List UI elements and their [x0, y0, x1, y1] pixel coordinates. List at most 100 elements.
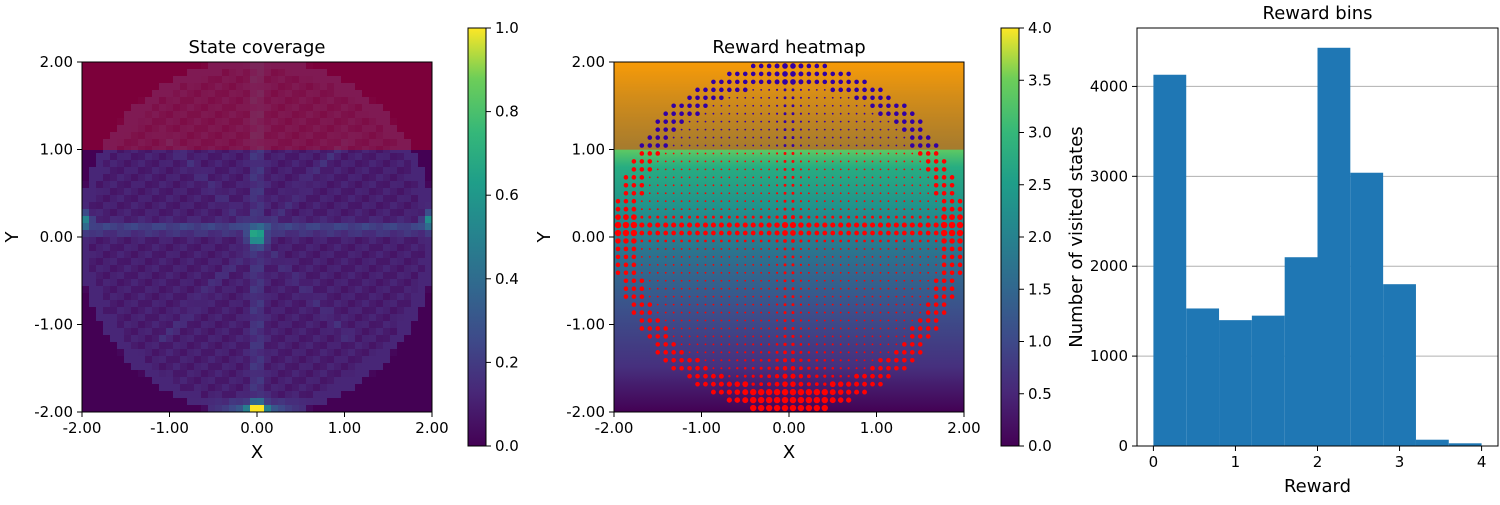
coverage-cell — [299, 230, 307, 238]
coverage-cell — [250, 363, 258, 371]
coverage-cell — [418, 209, 426, 217]
reward-point — [783, 303, 787, 307]
coverage-cell — [306, 356, 314, 364]
coverage-cell — [271, 174, 279, 182]
coverage-cell — [236, 335, 244, 343]
coverage-cell — [278, 76, 286, 84]
reward-point — [759, 366, 763, 370]
coverage-cell — [180, 356, 188, 364]
coverage-cell — [278, 377, 286, 385]
coverage-cell — [278, 146, 286, 154]
coverage-cell — [166, 307, 174, 315]
coverage-cell — [306, 76, 314, 84]
coverage-cell — [208, 223, 216, 231]
reward-point — [712, 208, 715, 211]
coverage-cell — [138, 216, 146, 224]
reward-point — [925, 334, 931, 339]
coverage-cell — [390, 160, 398, 168]
coverage-cell — [180, 167, 188, 175]
coverage-cell — [166, 349, 174, 357]
coverage-cell — [341, 356, 349, 364]
coverage-cell — [250, 377, 258, 385]
reward-point — [735, 239, 739, 243]
coverage-cell — [138, 314, 146, 322]
reward-point — [807, 263, 810, 266]
coverage-cell — [383, 69, 391, 77]
coverage-cell — [194, 237, 202, 245]
reward-point — [688, 255, 691, 258]
coverage-cell — [271, 139, 279, 147]
coverage-cell — [250, 167, 258, 175]
reward-point — [823, 136, 826, 139]
coverage-cell — [348, 139, 356, 147]
coverage-cell — [264, 272, 272, 280]
coverage-cell — [376, 307, 384, 315]
reward-point — [933, 318, 939, 323]
coverage-cell — [341, 118, 349, 126]
coverage-cell — [271, 258, 279, 266]
coverage-cell — [404, 398, 412, 406]
reward-point — [743, 374, 747, 378]
coverage-cell — [306, 251, 314, 259]
coverage-cell — [334, 62, 342, 70]
coverage-cell — [215, 300, 223, 308]
coverage-cell — [376, 237, 384, 245]
coverage-cell — [96, 223, 104, 231]
coverage-cell — [355, 69, 363, 77]
reward-point — [847, 287, 850, 290]
coverage-cell — [173, 153, 181, 161]
coverage-cell — [215, 377, 223, 385]
coverage-cell — [215, 188, 223, 196]
coverage-cell — [96, 251, 104, 259]
coverage-cell — [264, 384, 272, 392]
coverage-cell — [369, 349, 377, 357]
coverage-cell — [278, 321, 286, 329]
coverage-cell — [425, 216, 432, 224]
reward-point — [744, 359, 747, 362]
reward-point — [728, 255, 731, 258]
coverage-cell — [222, 223, 230, 231]
coverage-cell — [313, 118, 321, 126]
coverage-cell — [215, 363, 223, 371]
reward-point — [814, 230, 820, 236]
coverage-cell — [180, 279, 188, 287]
reward-point — [752, 144, 755, 147]
coverage-cell — [271, 293, 279, 301]
coverage-cell — [348, 279, 356, 287]
coverage-cell — [110, 174, 118, 182]
coverage-cell — [271, 209, 279, 217]
coverage-cell — [145, 146, 153, 154]
reward-point — [639, 278, 645, 284]
coverage-cell — [208, 153, 216, 161]
coverage-cell — [138, 398, 146, 406]
reward-point — [648, 215, 652, 219]
reward-point — [615, 206, 621, 212]
coverage-cell — [404, 279, 412, 287]
reward-point — [783, 334, 787, 338]
reward-point — [837, 397, 844, 403]
coverage-cell — [264, 181, 272, 189]
coverage-cell — [152, 237, 160, 245]
reward-point — [831, 343, 834, 346]
coverage-cell — [180, 139, 188, 147]
coverage-cell — [201, 335, 209, 343]
coverage-cell — [89, 314, 97, 322]
coverage-cell — [313, 321, 321, 329]
reward-point — [919, 295, 922, 298]
coverage-cell — [327, 153, 335, 161]
coverage-cell — [215, 223, 223, 231]
reward-point — [957, 246, 963, 252]
coverage-cell — [425, 279, 432, 287]
coverage-cell — [285, 62, 293, 70]
reward-point — [736, 208, 739, 211]
coverage-cell — [285, 139, 293, 147]
coverage-cell — [243, 62, 251, 70]
reward-point — [688, 279, 691, 282]
coverage-cell — [194, 342, 202, 350]
reward-point — [927, 208, 930, 211]
reward-point — [854, 87, 859, 93]
coverage-cell — [236, 146, 244, 154]
coverage-cell — [404, 314, 412, 322]
coverage-cell — [82, 300, 90, 308]
reward-point — [736, 343, 739, 346]
